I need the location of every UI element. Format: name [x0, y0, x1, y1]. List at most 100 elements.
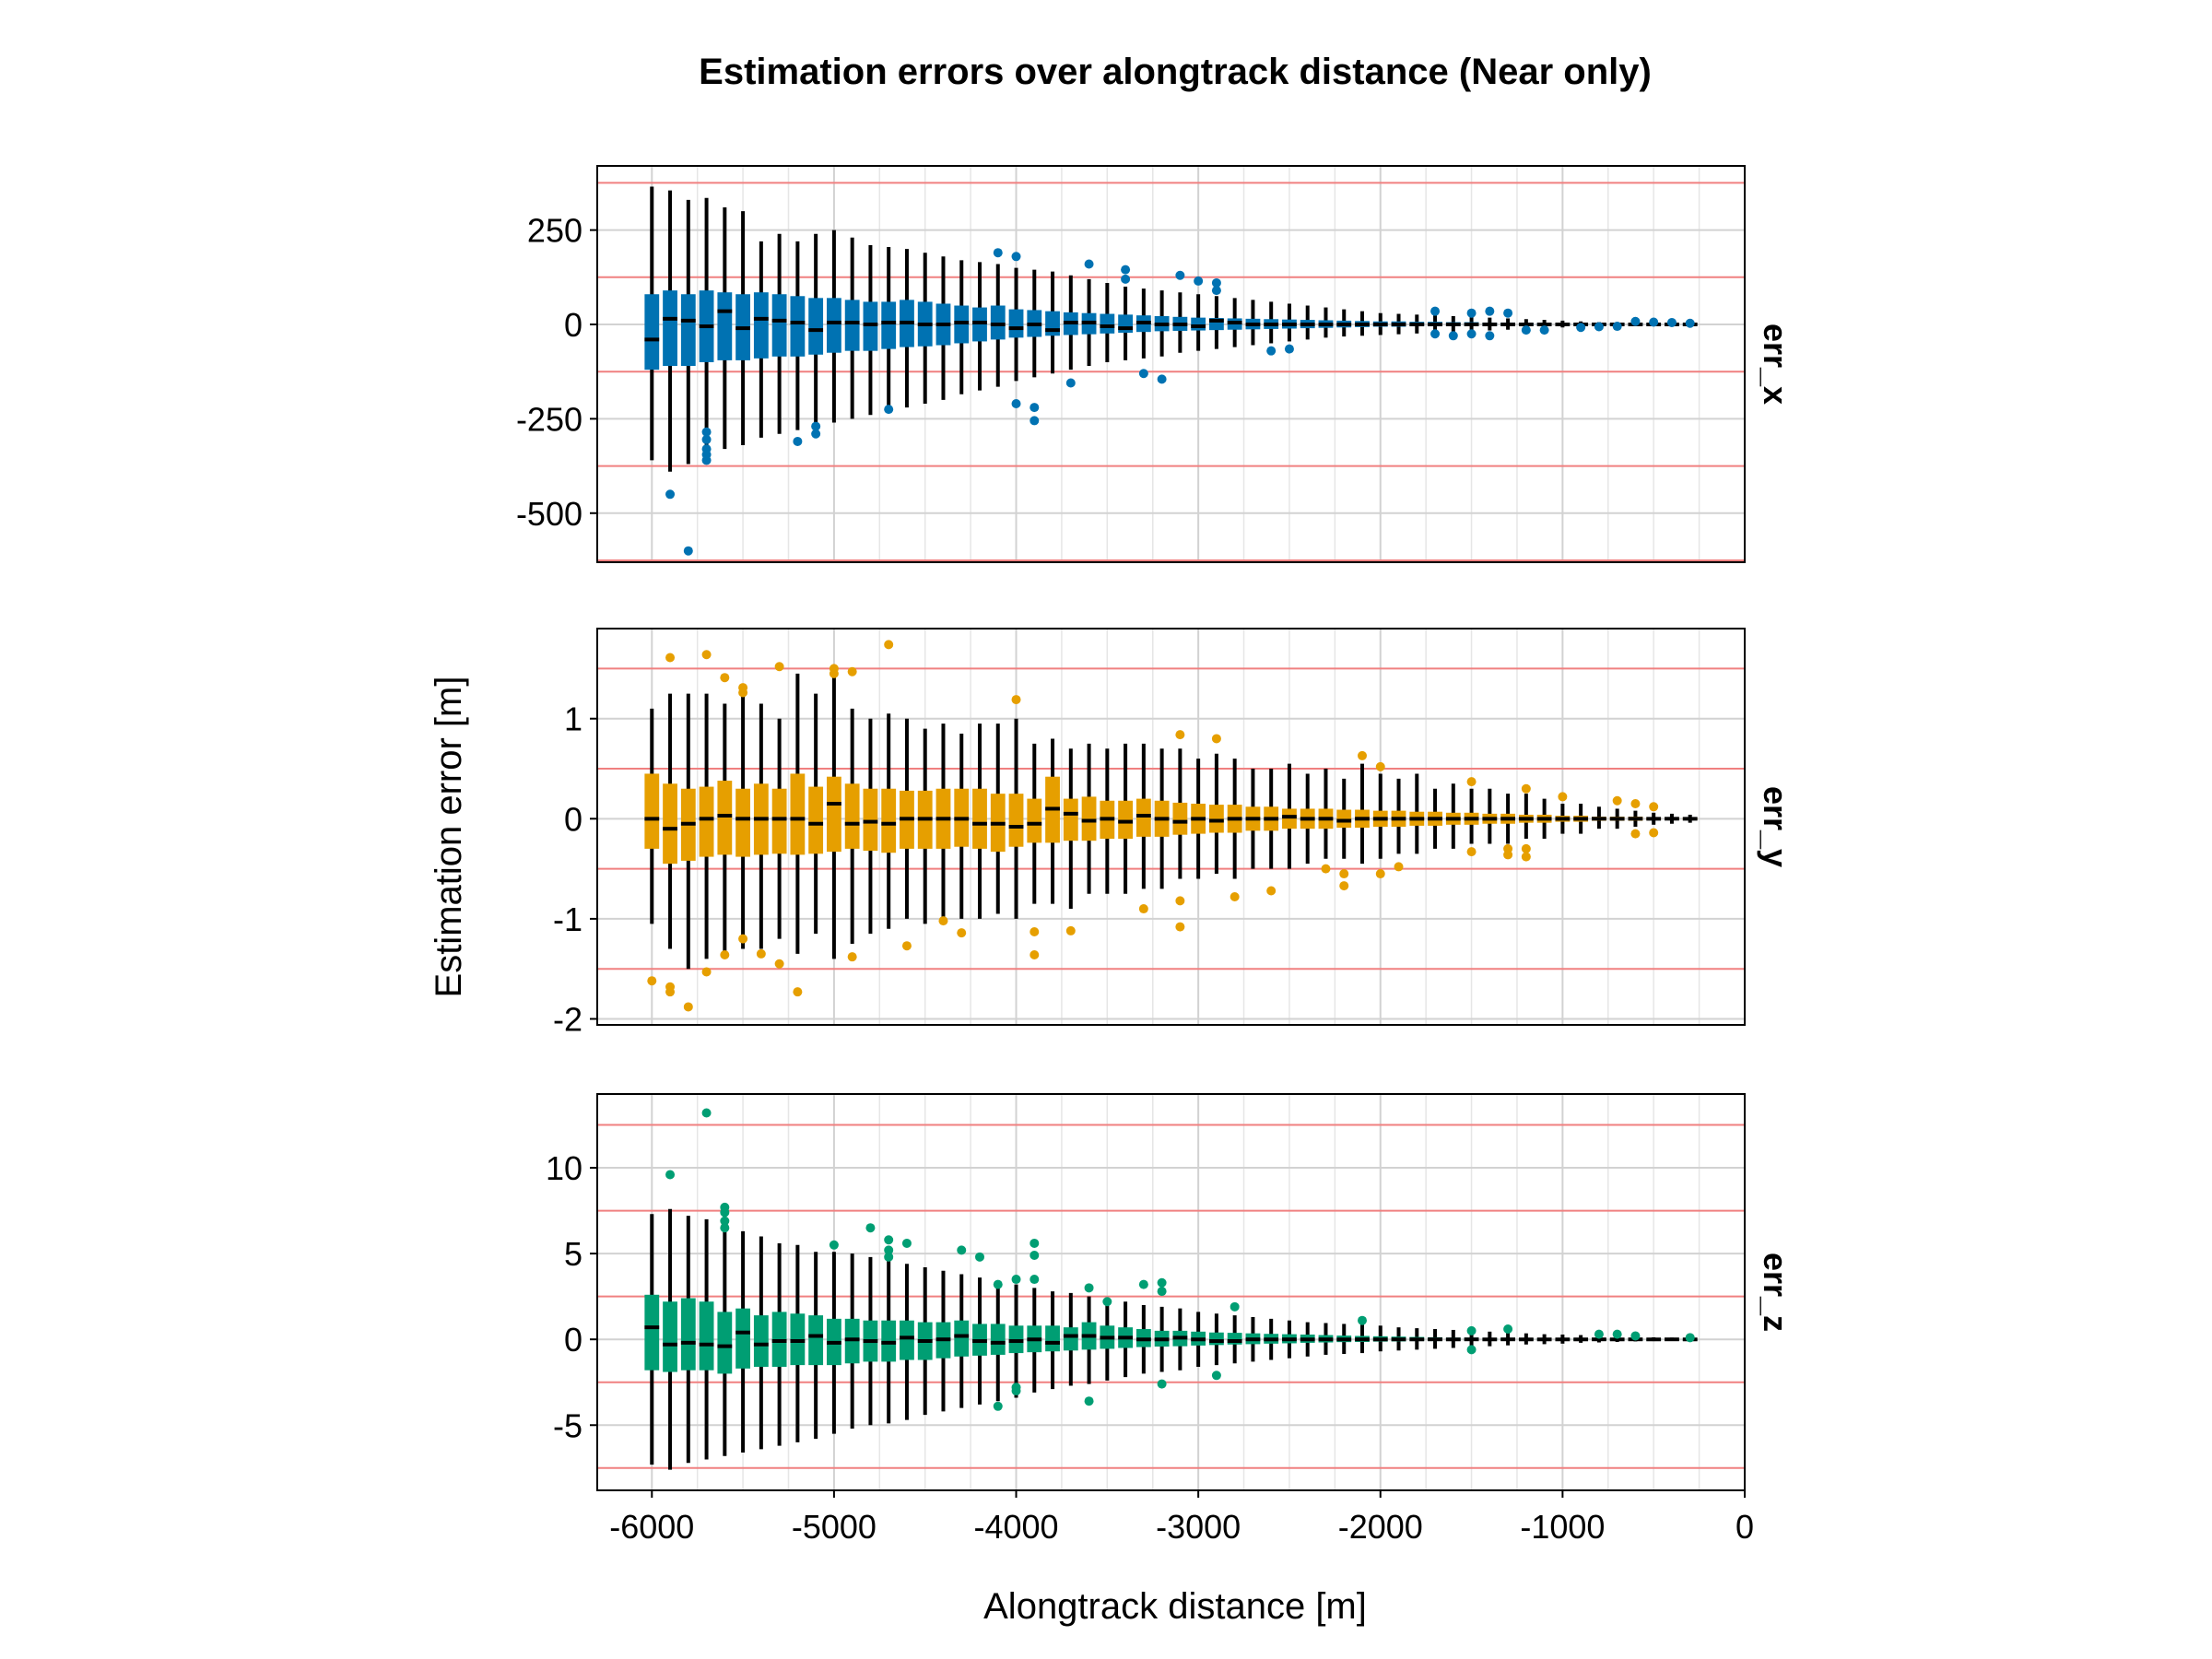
outlier-point [1230, 892, 1240, 902]
outlier-point [1685, 318, 1695, 328]
outlier-point [1649, 317, 1659, 327]
box [1191, 317, 1206, 331]
outlier-point [1084, 1283, 1094, 1293]
box [644, 294, 660, 371]
outlier-point [720, 1207, 730, 1218]
outlier-point [1666, 317, 1677, 327]
x-axis-label: Alongtrack distance [m] [983, 1586, 1367, 1627]
outlier-point [901, 941, 912, 951]
outlier-point [720, 949, 730, 959]
outlier-point [738, 934, 748, 944]
outlier-point [938, 916, 948, 926]
outlier-point [1157, 374, 1167, 384]
box [844, 300, 860, 351]
x-tick-label: -1000 [1520, 1508, 1605, 1546]
outlier-point [901, 1238, 912, 1248]
y-tick-label: 5 [564, 1235, 582, 1273]
outlier-point [1157, 1277, 1167, 1288]
panel-err_z: 10 5 0 -5 err_z [546, 1093, 1794, 1491]
y-tick-label: -1 [553, 900, 582, 938]
box [972, 307, 987, 342]
outlier-point [701, 427, 712, 437]
outlier-point [1503, 1324, 1513, 1335]
outlier-point [1576, 323, 1586, 333]
outlier-point [1594, 1329, 1604, 1339]
panel-frame [596, 1093, 1746, 1491]
outlier-point [1030, 1238, 1040, 1248]
outlier-point [1539, 325, 1549, 335]
outlier-point [884, 1252, 894, 1262]
outlier-point [756, 948, 766, 959]
outlier-point [683, 546, 693, 556]
outlier-point [1121, 265, 1131, 275]
box [790, 296, 806, 357]
panel-err_y: 1 0 -1 -2 err_y [553, 628, 1794, 1038]
outlier-point [720, 1216, 730, 1226]
outlier-point [1030, 1275, 1040, 1285]
box [1209, 1332, 1224, 1346]
chart-title: Estimation errors over alongtrack distan… [699, 52, 1652, 92]
outlier-point [1466, 308, 1477, 318]
box [1118, 800, 1133, 840]
outlier-point [1030, 1250, 1040, 1260]
facet-label-err_y: err_y [1757, 786, 1794, 867]
outlier-point [829, 668, 839, 678]
outlier-point [1102, 1297, 1112, 1307]
outlier-point [884, 1235, 894, 1245]
outlier-point [720, 1223, 730, 1233]
outlier-point [1612, 322, 1622, 332]
x-axis: -6000 -5000 -4000 -3000 -2000 -1000 0 [609, 1490, 1754, 1546]
box [1027, 798, 1042, 843]
outlier-point [665, 653, 676, 663]
outlier-point [1211, 1371, 1221, 1381]
box [1045, 311, 1060, 336]
box [663, 290, 677, 367]
x-tick-label: 0 [1735, 1508, 1754, 1546]
outlier-point [1503, 308, 1513, 318]
outlier-point [1065, 925, 1076, 935]
outlier-point [774, 959, 784, 969]
x-tick-label: -5000 [792, 1508, 877, 1546]
outlier-point [1030, 416, 1040, 426]
y-tick-label: -500 [516, 495, 582, 533]
box [699, 1301, 714, 1371]
outlier-point [884, 1245, 894, 1255]
outlier-point [1011, 1386, 1021, 1396]
outlier-point [957, 1245, 967, 1255]
box [790, 773, 806, 855]
x-tick-label: -4000 [973, 1508, 1058, 1546]
box [1100, 313, 1115, 334]
box [990, 1324, 1006, 1355]
outlier-point [1175, 896, 1185, 906]
outlier-point [1466, 329, 1477, 339]
outlier-point [1630, 1331, 1641, 1341]
outlier-point [993, 248, 1003, 258]
outlier-point [1466, 1345, 1477, 1355]
outlier-point [1430, 306, 1441, 316]
outlier-point [1011, 1275, 1021, 1285]
box [771, 788, 787, 854]
y-tick-label: 0 [564, 306, 582, 344]
outlier-point [647, 976, 657, 986]
outlier-point [1211, 734, 1221, 744]
outlier-point [1521, 325, 1531, 335]
outlier-point [1011, 695, 1021, 705]
box [735, 1308, 750, 1369]
outlier-point [1121, 274, 1131, 284]
outlier-point [1084, 1396, 1094, 1406]
outlier-point [884, 405, 894, 415]
box [735, 788, 750, 857]
outlier-point [993, 1401, 1003, 1411]
outlier-point [847, 666, 857, 677]
box [881, 788, 897, 853]
box [1209, 805, 1224, 833]
x-tick-label: -6000 [609, 1508, 694, 1546]
x-tick-label: -2000 [1338, 1508, 1423, 1546]
outlier-point [1339, 881, 1349, 891]
outlier-point [1630, 799, 1641, 809]
outlier-point [1612, 1329, 1622, 1339]
box [900, 1320, 914, 1360]
outlier-point [1375, 869, 1385, 879]
box [1282, 808, 1297, 830]
box [1063, 1327, 1078, 1351]
